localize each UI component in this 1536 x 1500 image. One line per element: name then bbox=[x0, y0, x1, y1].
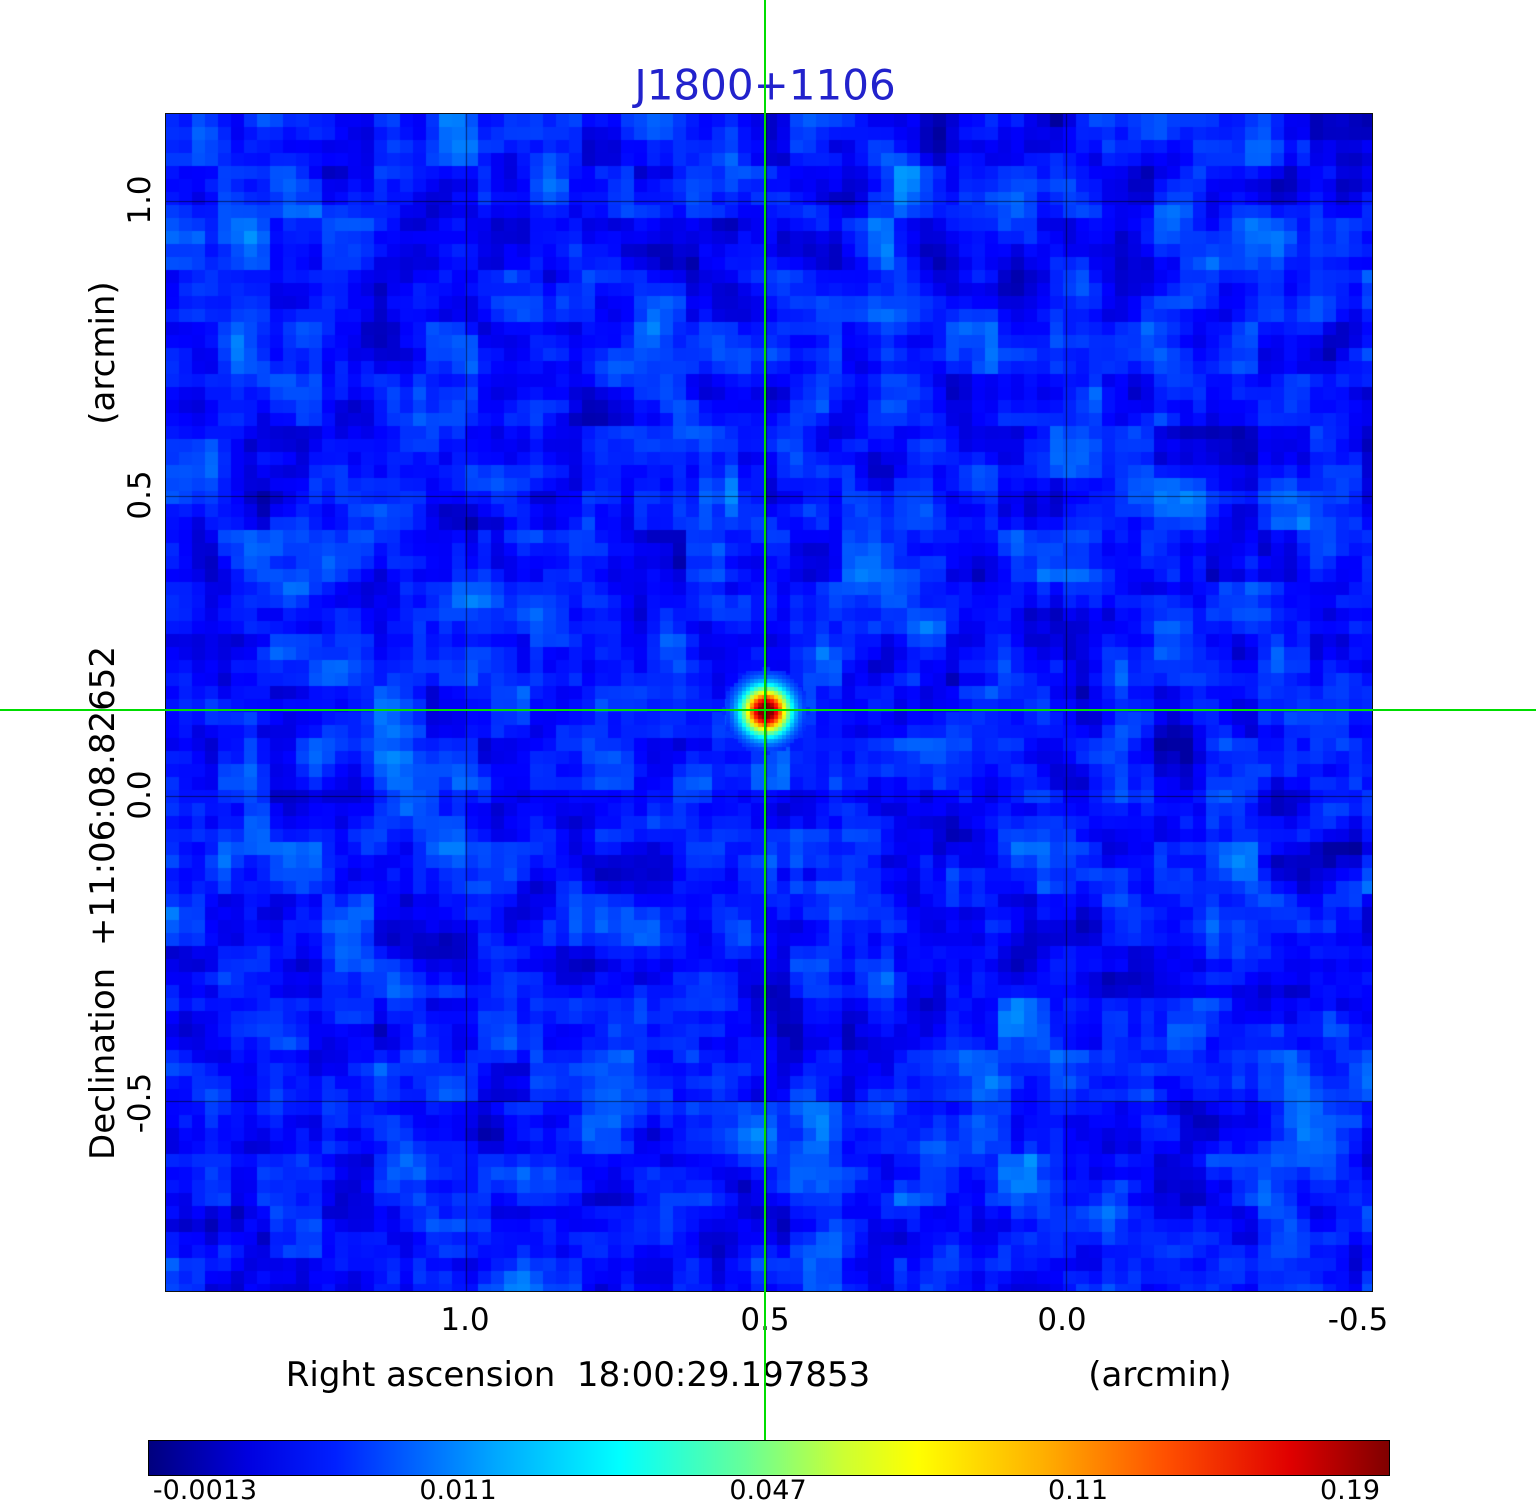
y-tick-label-2: 0.0 bbox=[122, 770, 158, 820]
x-axis-label-right-ascension: Right ascension 18:00:29.197853 bbox=[285, 1355, 871, 1395]
y-axis-label-declination: Declination +11:06:08.82652 bbox=[83, 646, 123, 1160]
y-axis-unit-label: (arcmin) bbox=[83, 281, 123, 425]
y-tick-label-1: 0.5 bbox=[122, 470, 158, 520]
y-tick-label-3: -0.5 bbox=[122, 1072, 158, 1134]
x-tick-label-3: -0.5 bbox=[1327, 1302, 1389, 1338]
crosshair-horizontal-line bbox=[0, 709, 1536, 711]
colorbar-tick-label-3: 0.11 bbox=[1047, 1475, 1109, 1500]
y-tick-label-0: 1.0 bbox=[122, 175, 158, 225]
sky-image-canvas bbox=[166, 114, 1372, 1291]
colorbar-tick-label-1: 0.011 bbox=[419, 1475, 497, 1500]
x-tick-label-2: 0.0 bbox=[1037, 1302, 1087, 1338]
colorbar-gradient bbox=[149, 1441, 1389, 1475]
colorbar-tick-label-0: -0.0013 bbox=[152, 1475, 258, 1500]
colorbar-tick-label-2: 0.047 bbox=[729, 1475, 807, 1500]
x-axis-unit-label: (arcmin) bbox=[1088, 1355, 1232, 1395]
x-tick-label-0: 1.0 bbox=[440, 1302, 490, 1338]
crosshair-vertical-line bbox=[764, 0, 766, 1440]
sky-image-plot bbox=[165, 113, 1373, 1292]
colorbar-tick-label-4: 0.19 bbox=[1319, 1475, 1381, 1500]
colorbar bbox=[148, 1440, 1390, 1476]
